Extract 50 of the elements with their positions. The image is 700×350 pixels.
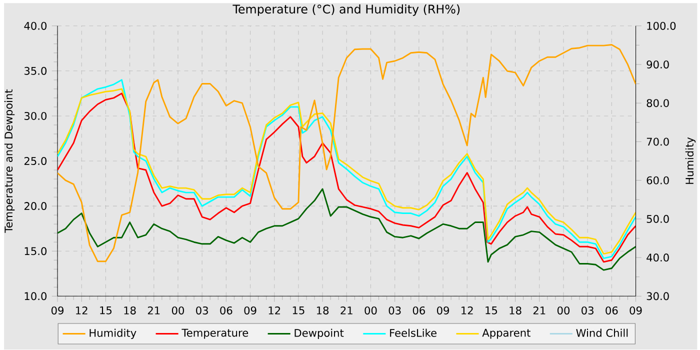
x-tick-label: 09 [437,306,449,315]
x-tick-label: 21 [148,306,160,314]
x-tick-label: 12 [462,306,473,314]
legend-label: Apparent [482,329,530,339]
y-tick-label: 35.0 [24,67,47,76]
legend-label: FeelsLike [390,328,436,338]
x-tick-label: 06 [606,306,618,315]
x-tick-label: 09 [244,306,256,315]
x-tick-label: 00 [557,306,570,315]
x-tick-label: 00 [172,306,184,315]
x-tick-label: 03 [582,306,594,315]
y2-axis-title: Humidity [685,138,696,184]
x-tick-label: 12 [76,306,88,314]
y-tick-label: 15.0 [24,247,47,256]
legend-label: Dewpoint [294,328,344,340]
legend-label: Humidity [90,328,136,340]
x-tick-label: 15 [292,306,304,314]
y-tick-label: 20.0 [24,202,47,210]
x-tick-label: 00 [364,306,377,315]
x-tick-label: 15 [486,306,498,314]
x-tick-label: 09 [630,306,642,315]
legend-label: Wind Chill [576,328,628,338]
y2-tick-label: 80.0 [646,99,669,108]
y2-tick-label: 100.0 [647,22,676,30]
y2-tick-label: 60.0 [646,176,669,184]
x-tick-label: 21 [533,306,546,314]
x-tick-label: 18 [124,306,136,315]
x-tick-label: 12 [268,306,280,314]
chart-title: Temperature (°C) and Humidity (RH%) [232,4,460,16]
x-tick-label: 06 [412,306,425,315]
y-tick-label: 30.0 [24,112,47,120]
x-tick-label: 15 [100,306,112,314]
x-tick-label: 21 [340,306,352,314]
y2-tick-label: 70.0 [646,138,669,146]
x-tick-label: 06 [220,306,232,315]
line-series [58,188,636,271]
y2-tick-label: 30.0 [646,292,669,300]
y2-tick-label: 50.0 [646,215,669,224]
x-tick-label: 03 [388,306,401,315]
x-tick-label: 18 [316,306,329,315]
x-tick-label: 03 [196,306,208,315]
y-tick-label: 25.0 [24,157,47,166]
y-axis-title: Temperature and Dewpoint [4,90,15,234]
y-tick-label: 40.0 [24,22,47,30]
legend-label: Temperature [182,329,248,339]
y-tick-label: 10.0 [24,292,47,300]
x-tick-label: 09 [51,306,64,315]
y2-tick-label: 90.0 [646,60,669,69]
y2-tick-label: 40.0 [646,254,669,262]
x-tick-label: 18 [510,306,522,315]
